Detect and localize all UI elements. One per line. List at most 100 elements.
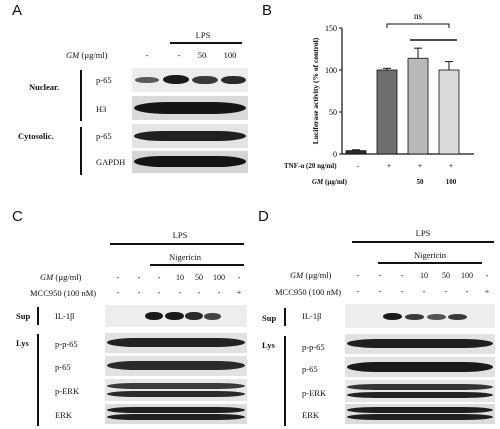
panel-d-lys-bracket <box>284 336 286 426</box>
panel-c-row-label-2: p-p-65 <box>55 339 78 349</box>
bar-4 <box>438 69 460 155</box>
y-tick-label-3: 150 <box>325 24 337 33</box>
panel-b-tnf-val-2: + <box>387 162 391 170</box>
panel-c-gm-val-7: - <box>237 273 241 282</box>
panel-a-lps-label: LPS <box>195 30 211 40</box>
panel-c-gm-val-3: - <box>157 273 161 282</box>
bar-1 <box>345 150 367 155</box>
panel-c-mcc-val-7: + <box>236 288 242 297</box>
panel-a-letter: A <box>12 2 23 19</box>
ns-bracket <box>386 23 450 28</box>
panel-d-lps-label: LPS <box>415 228 431 238</box>
bar-3 <box>407 57 429 155</box>
panel-d-lys-label: Lys <box>262 340 275 350</box>
panel-a-blot-p65-cytosolic <box>132 124 248 148</box>
panel-c-mcc-label: MCC950 (100 nM) <box>30 288 97 298</box>
panel-c-gm-val-4: 10 <box>176 273 184 282</box>
y-tick-label-2: 100 <box>325 66 337 75</box>
panel-a-gm-label: GM (µg/ml) <box>66 50 108 60</box>
panel-c-mcc-val-4: - <box>178 288 182 297</box>
panel-a-blot-gapdh <box>132 151 248 173</box>
panel-b-bar-chart: 0 50 100 150 Luciferase activity (% of contr… <box>311 11 474 159</box>
panel-b-tnf-val-1: - <box>356 162 360 170</box>
panel-c-gm-val-6: 100 <box>213 273 225 282</box>
panel-d-gm-val-6: 100 <box>461 271 473 280</box>
panel-d-mcc-val-5: - <box>444 287 448 296</box>
panel-d-nigericin-line <box>378 262 482 264</box>
panel-a-cytosolic-label: Cytosolic. <box>18 131 54 141</box>
panel-c-mcc-val-3: - <box>157 288 161 297</box>
panel-b-gm-val-4: 100 <box>445 178 457 186</box>
panel-d-row-label-2: p-p-65 <box>302 342 325 352</box>
panel-d-gm-val-5: 50 <box>442 271 450 280</box>
panel-c-blot-pp65 <box>105 333 247 353</box>
panel-d-nigericin-label: Nigericin <box>413 250 447 260</box>
panel-d-blot-perk <box>345 380 495 402</box>
bar-2 <box>376 69 398 155</box>
panel-c-blot-erk <box>105 404 247 424</box>
panel-d-gm-label: GM (µg/ml) <box>290 270 332 280</box>
panel-d-gm-val-1: - <box>356 271 360 280</box>
panel-a-cytosolic-bracket <box>80 127 82 175</box>
panel-d-gm-val-4: 10 <box>420 271 428 280</box>
panel-d-row-label-5: ERK <box>302 410 319 420</box>
panel-d-blot-pp65 <box>345 334 495 354</box>
panel-d-row-label-1: IL-1β <box>302 311 322 321</box>
panel-d-row-label-3: p-65 <box>302 364 318 374</box>
panel-d-mcc-val-4: - <box>422 287 426 296</box>
panel-c-sup-label: Sup <box>16 311 31 321</box>
panel-d-mcc-val-1: - <box>356 287 360 296</box>
panel-d-blot-p65 <box>345 357 495 377</box>
panel-c-mcc-val-2: - <box>137 288 141 297</box>
panel-d-mcc-val-3: - <box>400 287 404 296</box>
panel-c-letter: C <box>12 208 23 225</box>
panel-c-row-label-3: p-65 <box>55 362 71 372</box>
panel-a-row-label-2: H3 <box>96 104 107 114</box>
y-tick-label-1: 50 <box>329 108 337 117</box>
panel-c-blot-perk <box>105 379 247 401</box>
panel-b-letter: B <box>262 2 273 19</box>
y-axis-label: Luciferase activity (% of control) <box>311 37 320 144</box>
panel-a-lps-line <box>170 42 242 44</box>
panel-a-dose-1: - <box>145 50 149 60</box>
panel-c-gm-val-2: - <box>137 273 141 282</box>
panel-c-lps-line <box>110 243 244 245</box>
panel-d-mcc-val-7: + <box>484 287 490 296</box>
panel-c-row-label-5: ERK <box>55 410 72 420</box>
panel-c-gm-val-5: 50 <box>195 273 203 282</box>
panel-d-lps-line <box>352 241 494 243</box>
panel-c-lys-bracket <box>37 334 39 426</box>
panel-c-gm-label: GM (µg/ml) <box>40 272 82 282</box>
panel-c-sup-bracket <box>37 307 39 325</box>
panel-d-letter: D <box>258 208 269 225</box>
panel-c-row-label-4: p-ERK <box>55 386 80 396</box>
panel-a-dose-4: 100 <box>223 50 237 60</box>
panel-d-mcc-val-2: - <box>378 287 382 296</box>
panel-c-gm-val-1: - <box>116 273 120 282</box>
panel-a-row-label-4: GAPDH <box>96 157 126 167</box>
panel-c-nigericin-line <box>150 264 244 266</box>
y-tick-label-0: 0 <box>333 150 337 159</box>
panel-c-blot-p65 <box>105 356 247 376</box>
panel-c-lps-label: LPS <box>172 230 188 240</box>
panel-d-mcc-label: MCC950 (100 nM) <box>275 287 342 297</box>
panel-b-tnf-label: TNF-α (20 ng/ml) <box>284 162 337 170</box>
panel-a-blot-h3 <box>132 96 248 120</box>
panel-d-gm-val-7: - <box>485 271 489 280</box>
panel-c-row-label-1: IL-1β <box>55 311 75 321</box>
panel-d-gm-val-3: - <box>400 271 404 280</box>
ns-label: ns <box>414 11 423 21</box>
panel-a-nuclear-bracket <box>80 70 82 121</box>
panel-d-mcc-val-6: - <box>465 287 469 296</box>
panel-c-blot-il1b <box>105 305 247 327</box>
panel-d-row-label-4: p-ERK <box>302 388 327 398</box>
panel-d-blot-erk <box>345 404 495 424</box>
panel-d-blot-il1b <box>345 304 495 328</box>
panel-a-nuclear-label: Nuclear. <box>29 82 60 92</box>
panel-d-gm-val-2: - <box>378 271 382 280</box>
panel-c-mcc-val-6: - <box>217 288 221 297</box>
panel-a-row-label-1: p-65 <box>96 75 112 85</box>
panel-c-nigericin-label: Nigericin <box>168 252 202 262</box>
panel-b-gm-label: GM (µg/ml) <box>312 178 347 186</box>
panel-a-blot-p65-nuclear <box>132 68 248 92</box>
